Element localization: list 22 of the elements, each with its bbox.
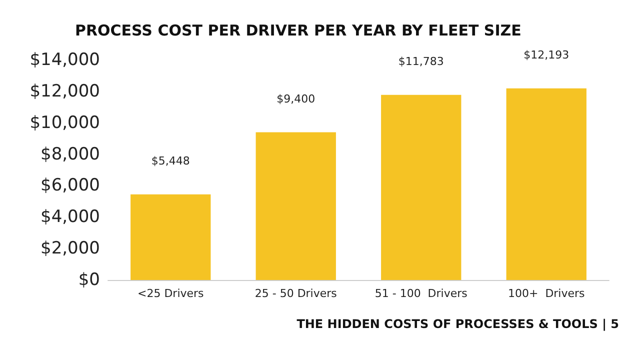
bar <box>130 194 211 280</box>
y-tick-label: $4,000 <box>40 207 100 228</box>
text: THE HIDDEN COSTS OF PROCESSES & TOOLS | 5 <box>296 317 619 331</box>
bar <box>506 88 586 280</box>
y-tick-label: $6,000 <box>40 176 100 196</box>
x-tick-label: 51 - 100 Drivers <box>374 287 468 300</box>
chart-title: PROCESS COST PER DRIVER PER YEAR BY FLEET SIZE <box>75 22 522 40</box>
x-tick-label: 100+ Drivers <box>508 287 586 300</box>
bar <box>256 132 336 280</box>
x-tick-label: 25 - 50 Drivers <box>254 287 338 300</box>
y-tick-label: $2,000 <box>40 238 100 259</box>
data-label: $9,400 <box>276 92 316 106</box>
y-tick-label: $8,000 <box>40 144 100 164</box>
data-label: $12,193 <box>524 48 570 62</box>
y-tick-label: $14,000 <box>30 50 100 70</box>
bar <box>381 94 462 280</box>
y-tick-label: $10,000 <box>30 112 100 133</box>
x-tick-label: <25 Drivers <box>137 287 204 300</box>
data-label: $5,448 <box>151 154 190 168</box>
y-tick-label: $0 <box>78 270 100 290</box>
y-tick-label: $12,000 <box>30 81 100 102</box>
data-label: $11,783 <box>398 54 444 68</box>
